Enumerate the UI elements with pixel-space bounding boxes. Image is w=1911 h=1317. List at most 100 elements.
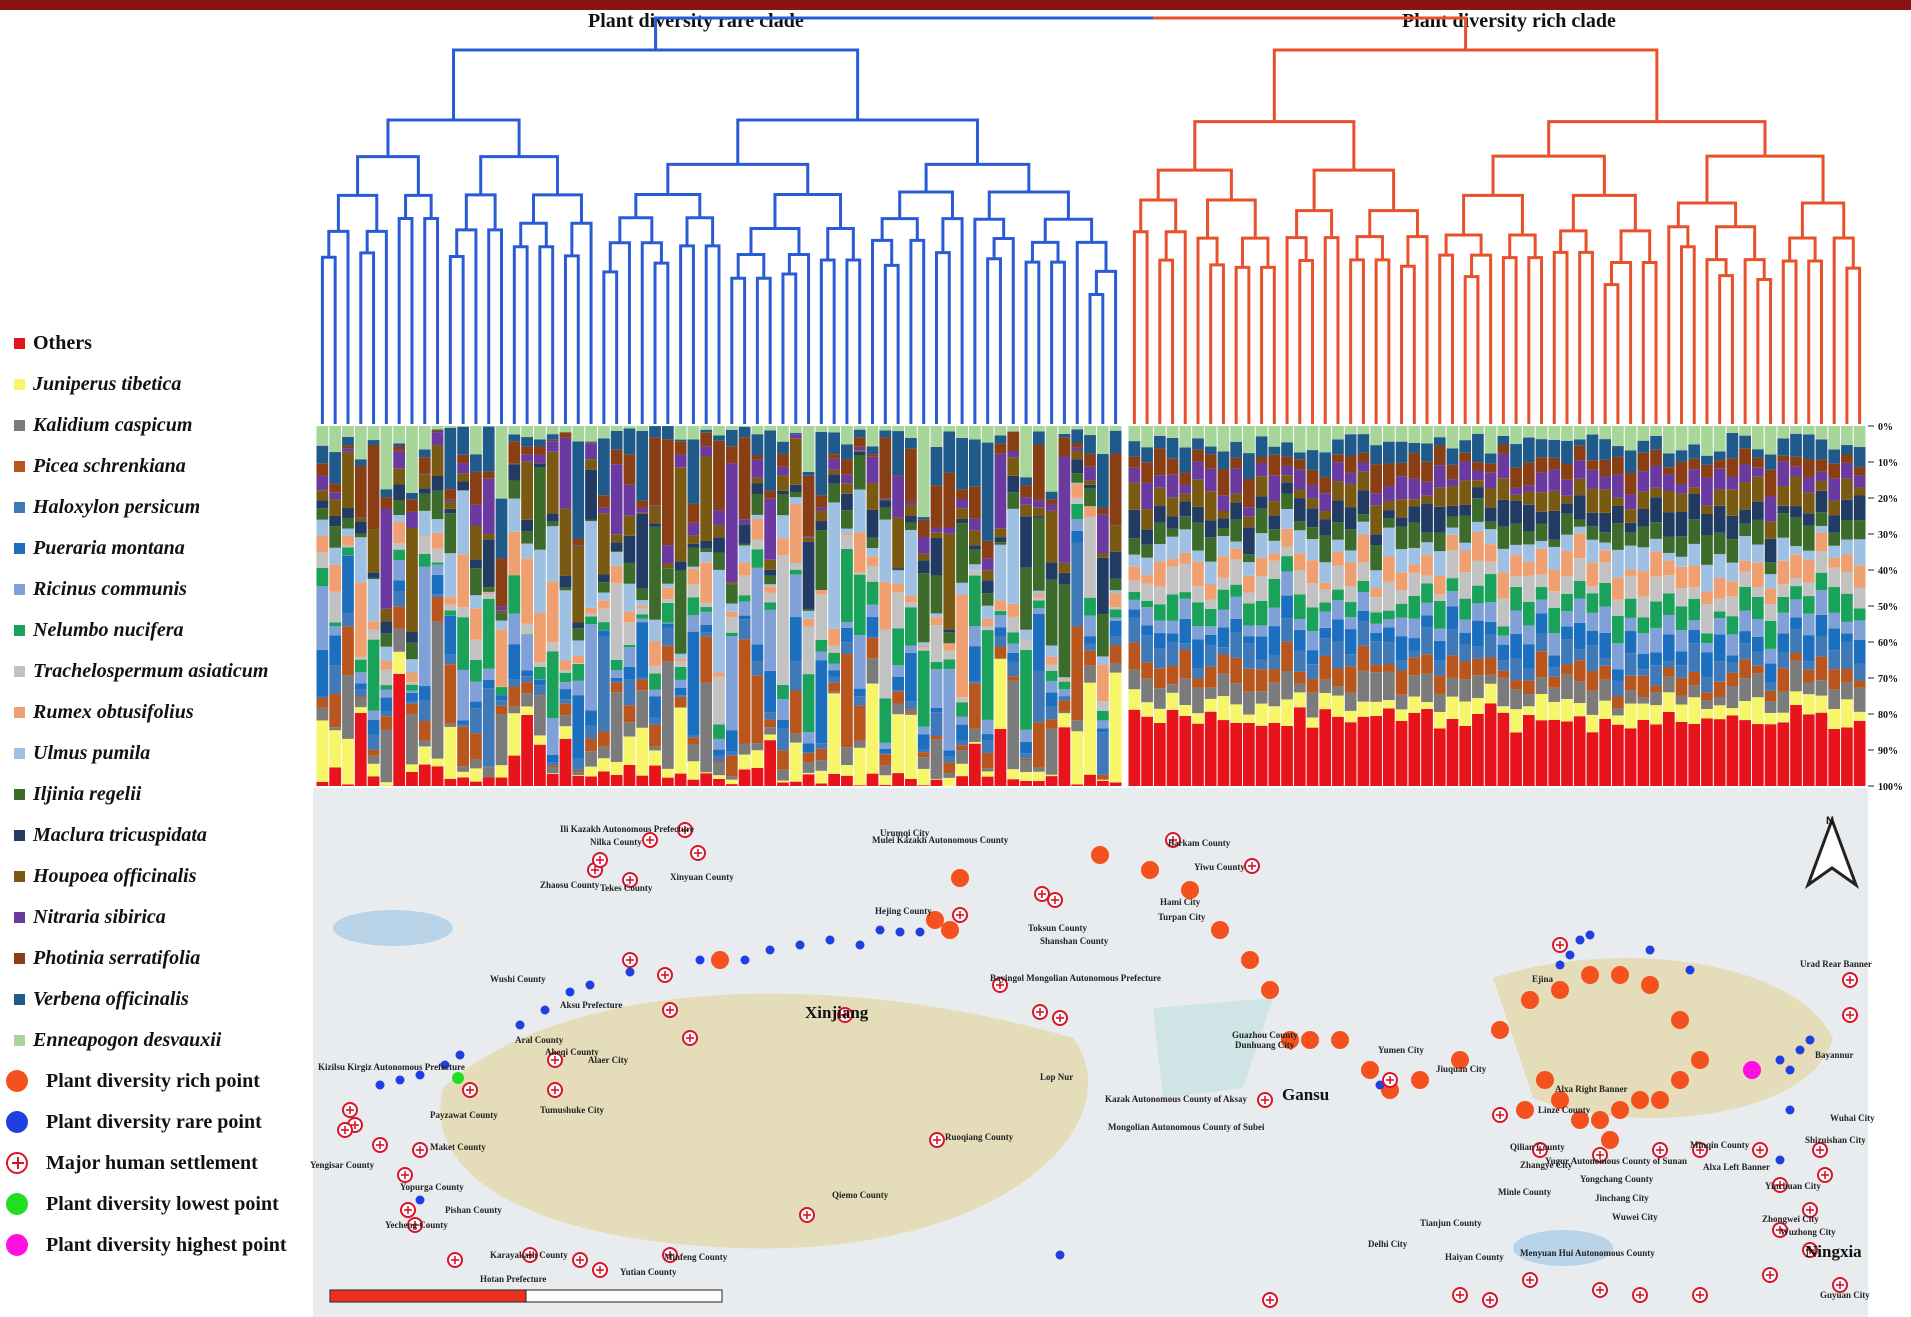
stacked-bar-segment [1230,502,1243,520]
stacked-bar-segment [1071,450,1084,460]
stacked-bar-segment [1332,522,1344,540]
stacked-bar-segment [1166,684,1179,693]
stacked-bar-segment [1255,636,1268,660]
stacked-bar-segment [1421,708,1433,786]
stacked-bar-segment [943,773,956,778]
rare-point-marker [1775,1155,1785,1165]
stacked-bar-segment [1599,532,1612,543]
stacked-bar-segment [559,670,572,673]
north-arrow-label: N [1826,815,1834,827]
rich-point-marker [1301,1031,1319,1049]
stacked-bar-segment [636,727,649,776]
stacked-bar-segment [1058,711,1071,714]
stacked-bar-segment [1637,547,1650,572]
legend-marker-label: Plant diversity lowest point [46,1192,279,1215]
stacked-bar-segment [828,691,841,694]
stacked-bar-segment [1637,669,1650,676]
stacked-bar-segment [930,575,943,614]
percent-axis-label: 80% [1878,710,1898,721]
stacked-bar-segment [572,758,585,770]
stacked-bar-segment [1408,564,1421,573]
percent-axis-label: 50% [1878,602,1898,613]
stacked-bar-segment [1166,642,1179,666]
stacked-bar-segment [444,501,457,509]
stacked-bar-segment [777,780,789,783]
map-place-label: Shizuishan City [1805,1135,1866,1145]
stacked-bar-segment [892,570,905,584]
stacked-bar-segment [1128,599,1141,610]
stacked-bar-segment [764,740,777,786]
stacked-bar-segment [533,679,546,686]
stacked-bar-segment [1548,439,1561,458]
stacked-bar-segment [981,540,994,559]
stacked-bar-segment [751,483,764,494]
stacked-bar-segment [1662,560,1675,576]
dendrogram-branch [1578,250,1594,424]
dendrogram-branch [634,192,702,218]
stacked-bar-segment [1599,561,1612,583]
stacked-bar-segment [1007,431,1020,452]
stacked-bar-segment [1713,598,1726,612]
stacked-bar-segment [521,634,533,671]
stacked-bar-segment [1032,593,1045,598]
stacked-bar-segment [1293,553,1306,571]
legend-swatch [14,460,25,472]
stacked-bar-segment [1268,607,1281,627]
stacked-bar-segment [841,459,853,475]
stacked-bar-segment [342,555,354,614]
stacked-bar-segment [1217,556,1230,578]
stacked-bar-segment [597,746,610,759]
stacked-bar-segment [1688,494,1701,520]
stacked-bar-segment [1204,426,1217,447]
stacked-bar-segment [1204,711,1217,786]
map-desert-area [440,993,1089,1249]
stacked-bar-segment [585,738,597,752]
stacked-bar-segment [738,519,751,525]
stacked-bar-segment [1573,660,1586,682]
stacked-bar-segment [1701,505,1713,515]
stacked-bar-segment [1828,557,1841,568]
stacked-bar-segment [1408,618,1421,639]
stacked-bar-segment [1179,618,1192,644]
dendrogram-branch [1272,48,1659,122]
stacked-bar-segment [1408,506,1421,523]
stacked-bar-segment [1293,469,1306,490]
map-place-label: Mongolian Autonomous County of Subei [1108,1122,1265,1132]
stacked-bar-segment [777,555,789,685]
stacked-bar-segment [994,528,1007,538]
stacked-bar-segment [457,426,470,427]
stacked-bar-segment [1058,437,1071,457]
stacked-bar-segment [623,583,636,612]
stacked-bar-segment [1141,607,1153,626]
stacked-bar-segment [1071,426,1084,430]
stacked-bar-segment [1306,469,1319,486]
stacked-bar-segment [1032,431,1045,445]
stacked-bar-segment [482,587,495,592]
rare-point-marker [415,1195,425,1205]
stacked-bar-segment [1510,732,1522,786]
stacked-bar-segment [738,524,751,544]
stacked-bar-segment [1293,629,1306,651]
stacked-bar-segment [1268,722,1281,786]
stacked-bar-segment [789,569,802,575]
stacked-bar-segment [802,772,815,775]
rich-point-marker [1536,1071,1554,1089]
stacked-bar-segment [1561,575,1573,594]
stacked-bar-segment [1020,639,1032,650]
stacked-bar-segment [1357,521,1370,535]
stacked-bar-segment [981,442,994,541]
stacked-bar-segment [482,767,495,778]
stacked-bar-segment [508,480,521,499]
stacked-bar-segment [968,439,981,487]
stacked-bar-segment [751,644,764,662]
stacked-bar-segment [1255,669,1268,692]
stacked-bar-segment [1548,539,1561,547]
stacked-bar-segment [559,575,572,588]
legend-marker-item: Plant diversity rare point [6,1108,262,1136]
stacked-bar-segment [764,498,777,560]
stacked-bar-segment [1332,565,1344,590]
stacked-bar-segment [1688,444,1701,459]
stacked-bar-segment [508,463,521,465]
stacked-bar-segment [1128,538,1141,555]
stacked-bar-segment [1096,664,1109,702]
